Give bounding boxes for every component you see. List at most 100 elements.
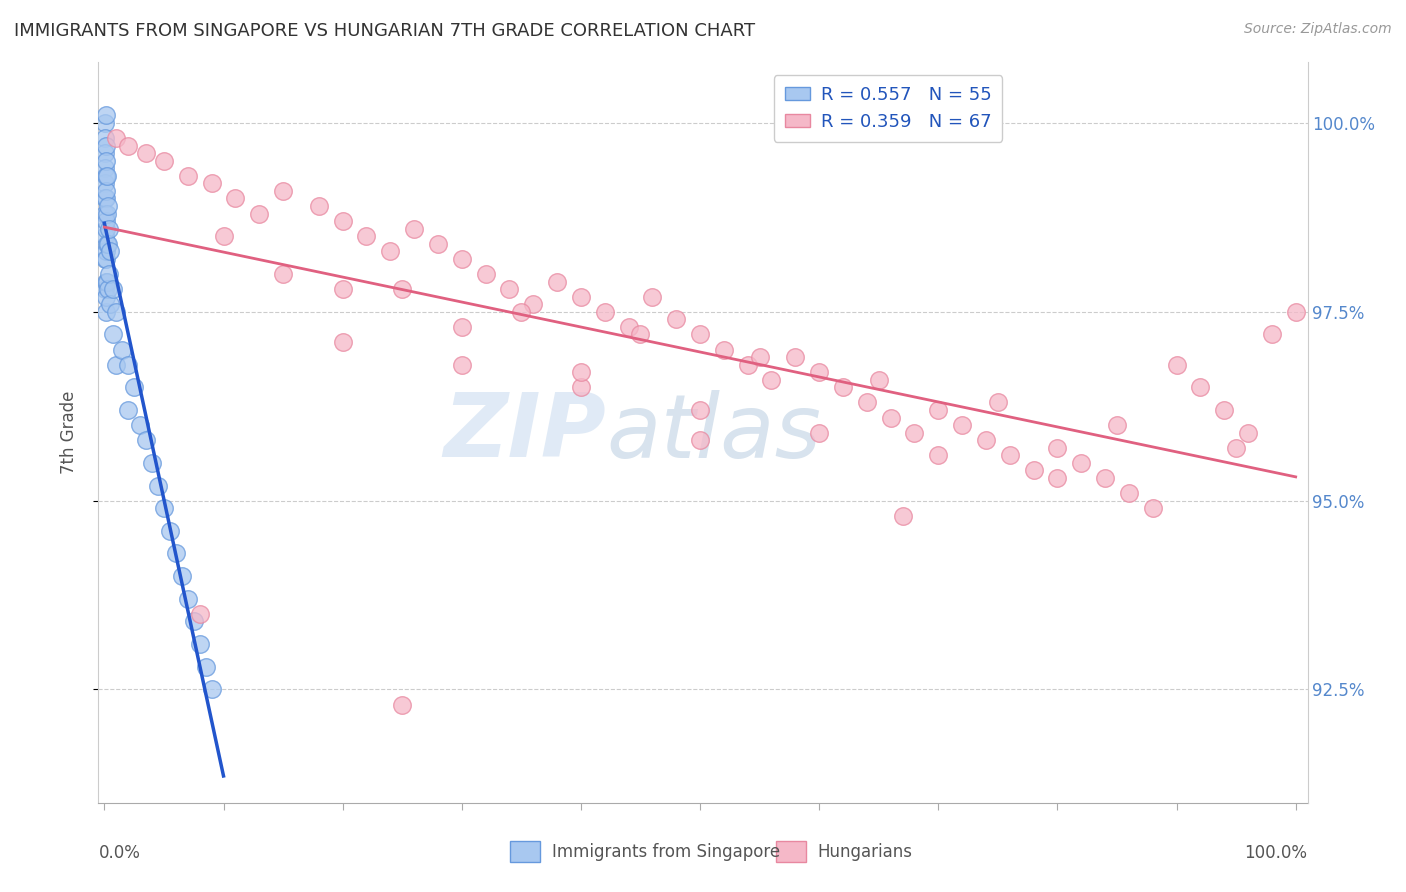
Point: [153, 153, 176, 168]
Point: [1046, 441, 1069, 455]
Point: [569, 365, 592, 379]
Point: [510, 304, 533, 318]
Point: [101, 282, 124, 296]
Point: [200, 682, 222, 697]
Point: [117, 138, 139, 153]
Point: [188, 607, 211, 621]
Point: [856, 395, 879, 409]
Point: [141, 456, 163, 470]
Point: [271, 184, 294, 198]
Point: [96, 275, 118, 289]
Point: [332, 214, 354, 228]
Point: [391, 698, 413, 712]
Point: [105, 131, 128, 145]
FancyBboxPatch shape: [509, 841, 540, 862]
Text: Source: ZipAtlas.com: Source: ZipAtlas.com: [1244, 22, 1392, 37]
Point: [94, 161, 117, 176]
Point: [391, 282, 413, 296]
Point: [96, 153, 118, 168]
Point: [96, 206, 118, 220]
Point: [97, 236, 120, 251]
Point: [593, 304, 616, 318]
Point: [332, 334, 354, 349]
Point: [94, 131, 117, 145]
Text: 100.0%: 100.0%: [1244, 844, 1308, 862]
Point: [1142, 501, 1164, 516]
Point: [271, 267, 294, 281]
Point: [96, 236, 118, 251]
Point: [927, 403, 949, 417]
Point: [1094, 471, 1116, 485]
Point: [380, 244, 402, 259]
Point: [135, 433, 157, 447]
Point: [522, 297, 544, 311]
Point: [98, 221, 121, 235]
Point: [308, 199, 330, 213]
Point: [713, 343, 735, 357]
Point: [98, 244, 121, 259]
Point: [950, 418, 973, 433]
Point: [94, 138, 117, 153]
Point: [450, 252, 472, 266]
Point: [135, 146, 157, 161]
Point: [617, 319, 640, 334]
Point: [101, 327, 124, 342]
Point: [122, 380, 145, 394]
Point: [96, 252, 118, 266]
Point: [94, 108, 117, 122]
Point: [1166, 358, 1188, 372]
Point: [356, 229, 378, 244]
Point: [105, 304, 128, 318]
Y-axis label: 7th Grade: 7th Grade: [59, 391, 77, 475]
Point: [188, 637, 211, 651]
Point: [785, 350, 807, 364]
Point: [117, 358, 139, 372]
Point: [212, 229, 235, 244]
Point: [97, 282, 120, 296]
Point: [94, 221, 117, 235]
Point: [474, 267, 496, 281]
Point: [903, 425, 925, 440]
Point: [94, 252, 117, 266]
Point: [94, 191, 117, 205]
Point: [247, 206, 270, 220]
Point: [177, 591, 200, 606]
Point: [569, 290, 592, 304]
Point: [94, 146, 117, 161]
Point: [153, 501, 176, 516]
Point: [332, 282, 354, 296]
Point: [546, 275, 568, 289]
Point: [165, 547, 187, 561]
Text: ZIP: ZIP: [443, 389, 606, 476]
Point: [808, 365, 831, 379]
Point: [1213, 403, 1236, 417]
Point: [689, 403, 711, 417]
Point: [96, 290, 118, 304]
Point: [96, 184, 118, 198]
Point: [1070, 456, 1092, 470]
Point: [94, 191, 117, 205]
Point: [808, 425, 831, 440]
Point: [498, 282, 520, 296]
Legend: R = 0.557   N = 55, R = 0.359   N = 67: R = 0.557 N = 55, R = 0.359 N = 67: [773, 75, 1002, 142]
Point: [998, 448, 1021, 462]
Point: [641, 290, 664, 304]
Point: [200, 177, 222, 191]
Point: [426, 236, 449, 251]
Text: IMMIGRANTS FROM SINGAPORE VS HUNGARIAN 7TH GRADE CORRELATION CHART: IMMIGRANTS FROM SINGAPORE VS HUNGARIAN 7…: [14, 22, 755, 40]
Text: atlas: atlas: [606, 390, 821, 475]
Point: [183, 615, 205, 629]
Point: [94, 206, 117, 220]
Point: [96, 214, 118, 228]
Point: [1261, 327, 1284, 342]
Point: [94, 304, 117, 318]
Point: [1189, 380, 1212, 394]
Point: [1022, 463, 1045, 477]
Point: [170, 569, 193, 583]
Point: [94, 275, 117, 289]
Point: [737, 358, 759, 372]
Point: [98, 267, 121, 281]
Point: [630, 327, 652, 342]
Point: [94, 244, 117, 259]
Point: [927, 448, 949, 462]
